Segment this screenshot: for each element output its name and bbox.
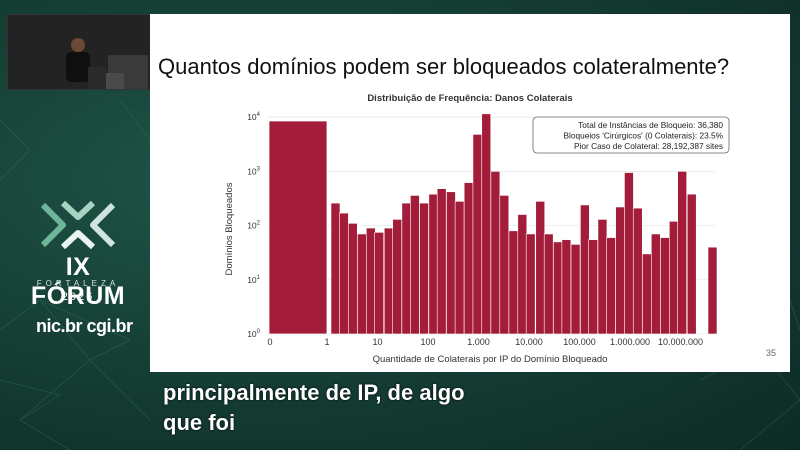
x-tick-label: 10.000.000 (658, 337, 703, 347)
y-tick-label: 103 (247, 166, 260, 176)
histogram-bar (490, 171, 501, 335)
x-tick-label: 1.000.000 (610, 337, 650, 347)
event-city: FORTALEZA (36, 279, 120, 288)
sponsor-logos: nic.br cgi.br (36, 316, 133, 336)
histogram-bar (454, 201, 465, 335)
y-tick-label: 101 (247, 275, 260, 285)
bar-zero-collateral (268, 120, 328, 335)
stats-legend-box: Total de Instâncias de Bloqueio: 36,380B… (532, 116, 730, 154)
event-year: 2026 (61, 291, 95, 303)
y-tick-label: 102 (247, 221, 260, 231)
histogram-bar (660, 237, 670, 335)
histogram-bar (401, 202, 412, 335)
histogram-bar (446, 191, 456, 335)
histogram-bar (472, 134, 483, 335)
chart-title: Distribuição de Frequência: Danos Colate… (367, 93, 572, 104)
x-tick-label: 100 (420, 337, 435, 347)
histogram-bar (606, 237, 616, 335)
histogram-bar (436, 188, 447, 335)
legend-line: Pior Caso de Colateral: 28,192,387 sites (574, 141, 723, 151)
x-tick-label: 1.000 (467, 337, 490, 347)
histogram-bar (561, 239, 572, 335)
forum-emblem-icon (40, 200, 116, 250)
histogram-bar (535, 201, 546, 335)
histogram-bar (428, 193, 439, 335)
x-tick-label: 0 (267, 337, 272, 347)
legend-line: Bloqueios 'Cirúrgicos' (0 Colaterais): 2… (564, 131, 724, 141)
histogram-bar (525, 233, 536, 335)
histogram-bar (499, 195, 510, 335)
histogram-bar (686, 193, 697, 335)
slide-page-number: 35 (765, 348, 776, 358)
x-axis-label: Quantidade de Colaterais por IP do Domín… (373, 354, 608, 365)
histogram-bar (410, 195, 420, 335)
histogram-bar (642, 253, 652, 335)
x-tick-label: 10.000 (515, 337, 543, 347)
histogram-bar (517, 214, 528, 335)
histogram-bar (365, 227, 376, 335)
histogram-bar (419, 202, 429, 335)
slide-title: Quantos domínios podem ser bloqueados co… (158, 54, 730, 79)
histogram-bar (588, 239, 598, 335)
histogram-bar (481, 113, 492, 335)
histogram-bar (392, 219, 402, 335)
histogram-bar (707, 246, 718, 335)
frequency-chart: Distribuição de Frequência: Danos Colate… (224, 93, 730, 365)
histogram-bar (677, 171, 687, 335)
histogram-bar (339, 212, 349, 335)
histogram-bar (374, 232, 384, 335)
histogram-bar (624, 172, 634, 335)
speaker-video (7, 14, 151, 90)
histogram-bar (580, 204, 590, 335)
histogram-bar (597, 219, 608, 335)
legend-line: Total de Instâncias de Bloqueio: 36,380 (578, 120, 723, 130)
histogram-bar (330, 202, 341, 335)
y-axis-label: Domínios Bloqueados (224, 182, 235, 275)
caption-line-1: principalmente de IP, de algo (163, 380, 465, 405)
y-tick-label: 104 (247, 112, 260, 122)
y-tick-label: 100 (247, 329, 260, 339)
histogram-bar (615, 206, 625, 335)
histogram-bar (347, 223, 358, 335)
histogram-bar (570, 244, 581, 335)
x-tick-label: 10 (372, 337, 382, 347)
histogram-bar (553, 241, 563, 335)
histogram-bar (632, 207, 643, 335)
histogram-bar (543, 233, 554, 335)
event-title: IX FÓRUM (30, 253, 126, 310)
x-tick-label: 1 (324, 337, 329, 347)
histogram-bar (668, 220, 679, 335)
histogram-bar (650, 233, 661, 335)
histogram-bar (508, 230, 519, 335)
x-tick-label: 100.000 (563, 337, 596, 347)
event-logo: IX FÓRUM FORTALEZA 2026 (18, 195, 138, 310)
histogram-bar (463, 182, 474, 335)
caption-line-2: que foi (163, 410, 236, 435)
histogram-bar (383, 227, 394, 335)
presentation-slide: Quantos domínios podem ser bloqueados co… (150, 14, 790, 372)
histogram-bar (357, 233, 367, 335)
